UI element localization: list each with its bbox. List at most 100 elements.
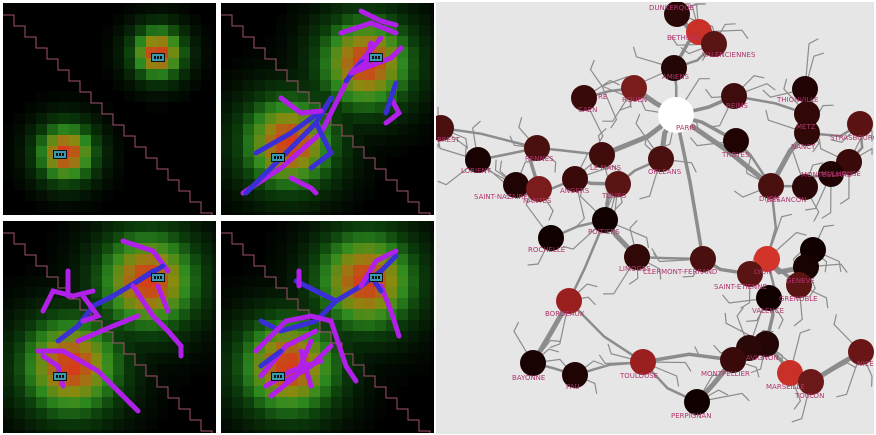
- heat-cell: [201, 221, 212, 232]
- heat-cell: [419, 320, 430, 331]
- heat-cell: [146, 298, 157, 309]
- heat-cell: [254, 157, 265, 168]
- heat-cell: [201, 91, 212, 102]
- heat-cell: [69, 36, 80, 47]
- heat-cell: [331, 58, 342, 69]
- heat-cell: [353, 179, 364, 190]
- heat-cell: [168, 135, 179, 146]
- heat-cell: [168, 190, 179, 201]
- heat-cell: [25, 419, 36, 430]
- heat-cell: [243, 265, 254, 276]
- heat-cell: [397, 265, 408, 276]
- heat-cell: [25, 201, 36, 212]
- heat-cell: [221, 276, 232, 287]
- heat-cell: [265, 91, 276, 102]
- heat-cell: [146, 375, 157, 386]
- heat-cell: [320, 190, 331, 201]
- heat-cell: [243, 419, 254, 430]
- heat-cell: [243, 135, 254, 146]
- heat-cell: [146, 430, 157, 433]
- heat-cell: [91, 254, 102, 265]
- heat-cell: [353, 375, 364, 386]
- heat-cell: [419, 265, 430, 276]
- heat-cell: [430, 375, 434, 386]
- heat-cell: [419, 397, 430, 408]
- heat-cell: [221, 232, 232, 243]
- heat-cell: [146, 232, 157, 243]
- heat-cell: [212, 364, 216, 375]
- heat-cell: [179, 91, 190, 102]
- city-node-nice: [848, 339, 874, 365]
- heat-cell: [287, 221, 298, 232]
- heat-cell: [386, 102, 397, 113]
- heat-cell: [331, 157, 342, 168]
- heat-cell: [419, 80, 430, 91]
- heat-cell: [25, 320, 36, 331]
- heat-cell: [69, 25, 80, 36]
- heat-cell: [408, 190, 419, 201]
- heat-cell: [243, 320, 254, 331]
- heat-cell: [276, 254, 287, 265]
- heat-cell: [201, 36, 212, 47]
- heat-cell: [113, 157, 124, 168]
- heat-cell: [331, 36, 342, 47]
- heat-cell: [397, 243, 408, 254]
- heat-cell: [190, 276, 201, 287]
- heat-cell: [397, 25, 408, 36]
- heat-cell: [353, 353, 364, 364]
- heat-cell: [375, 212, 386, 215]
- heat-cell: [331, 3, 342, 14]
- heat-cell: [135, 430, 146, 433]
- heat-cell: [25, 375, 36, 386]
- heat-cell: [124, 102, 135, 113]
- heat-cell: [124, 25, 135, 36]
- heat-cell: [364, 102, 375, 113]
- heat-cell: [375, 3, 386, 14]
- heat-cell: [47, 430, 58, 433]
- heat-cell: [232, 287, 243, 298]
- heat-cell: [168, 408, 179, 419]
- heat-cell: [386, 331, 397, 342]
- heat-cell: [221, 69, 232, 80]
- france-network-map: DUNKERQUE BETHUNE VALENCIENNES AMIENS CAEN RO…: [436, 2, 874, 434]
- heat-cell: [14, 212, 25, 215]
- heat-cell: [353, 342, 364, 353]
- heat-cell: [375, 113, 386, 124]
- heat-cell: [221, 212, 232, 215]
- heat-cell: [91, 91, 102, 102]
- heat-cell: [212, 342, 216, 353]
- heat-cell: [419, 364, 430, 375]
- city-label-orleans: ORLEANS: [648, 168, 682, 176]
- heat-cell: [243, 287, 254, 298]
- heat-cell: [47, 309, 58, 320]
- heat-cell: [212, 179, 216, 190]
- heat-cell: [408, 47, 419, 58]
- heat-cell: [342, 254, 353, 265]
- heat-cell: [25, 397, 36, 408]
- heat-cell: [342, 386, 353, 397]
- heat-cell: [80, 124, 91, 135]
- heat-cell: [342, 58, 353, 69]
- network-paths: [253, 248, 402, 399]
- heat-cell: [276, 124, 287, 135]
- heat-cell: [124, 157, 135, 168]
- heat-cell: [386, 287, 397, 298]
- heat-cell: [298, 91, 309, 102]
- heat-cell: [80, 179, 91, 190]
- heat-cell: [190, 113, 201, 124]
- heat-cell: [309, 353, 320, 364]
- heat-cell: [80, 135, 91, 146]
- heat-cell: [102, 91, 113, 102]
- heat-cell: [221, 221, 232, 232]
- heat-cell: [419, 353, 430, 364]
- heat-cell: [157, 47, 168, 58]
- heat-cell: [232, 201, 243, 212]
- city-label-angers: ANGERS: [560, 187, 590, 195]
- heat-cell: [190, 298, 201, 309]
- heat-cell: [146, 36, 157, 47]
- heatmap-grid: [3, 3, 216, 215]
- heat-cell: [221, 298, 232, 309]
- heat-cell: [254, 221, 265, 232]
- heat-cell: [254, 397, 265, 408]
- heat-cell: [276, 287, 287, 298]
